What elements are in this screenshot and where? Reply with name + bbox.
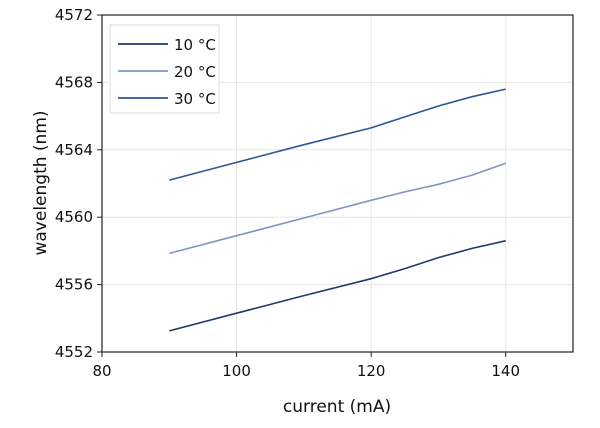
- y-tick-label: 4564: [55, 141, 93, 159]
- y-tick-label: 4568: [55, 73, 93, 91]
- y-tick-label: 4572: [55, 6, 93, 24]
- x-axis-label: current (mA): [283, 397, 391, 417]
- legend-label: 20 °C: [174, 63, 216, 81]
- x-tick-label: 80: [92, 362, 111, 380]
- y-tick-label: 4560: [55, 208, 93, 226]
- series-line-10c: [169, 240, 506, 332]
- legend: 10 °C 20 °C 30 °C: [109, 24, 220, 114]
- y-axis-ticks: 4552 4556 4560 4564 4568 4572: [55, 6, 102, 361]
- plot-frame: [101, 14, 574, 353]
- legend-label: 10 °C: [174, 36, 216, 54]
- y-tick-label: 4556: [55, 276, 93, 294]
- series-line-30c: [169, 88, 506, 181]
- x-tick-label: 120: [357, 362, 386, 380]
- x-tick-label: 100: [222, 362, 251, 380]
- x-axis-ticks: 80 100 120 140: [92, 352, 520, 380]
- y-tick-label: 4552: [55, 343, 93, 361]
- legend-label: 30 °C: [174, 90, 216, 108]
- x-tick-label: 140: [491, 362, 520, 380]
- series-line-20c: [169, 162, 506, 255]
- series-lines: [169, 88, 506, 332]
- y-axis-label: wavelength (nm): [31, 110, 51, 255]
